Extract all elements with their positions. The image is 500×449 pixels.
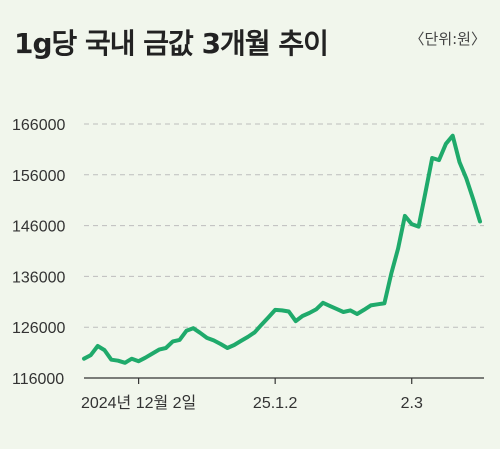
- x-tick-label: 2.3: [401, 395, 423, 412]
- data-point: [266, 316, 270, 320]
- data-point: [444, 142, 448, 146]
- data-point: [280, 308, 284, 312]
- data-point: [437, 158, 441, 162]
- data-point: [348, 308, 352, 312]
- data-point: [102, 348, 106, 352]
- data-point: [232, 343, 236, 347]
- data-point: [191, 326, 195, 330]
- grid-lines: [84, 123, 484, 328]
- data-point: [171, 339, 175, 343]
- data-point: [157, 348, 161, 352]
- data-point: [212, 338, 216, 342]
- data-point: [341, 310, 345, 314]
- data-point: [376, 302, 380, 306]
- y-tick-label: 116000: [12, 371, 64, 388]
- data-point: [82, 357, 86, 361]
- data-point: [260, 323, 264, 327]
- x-tick-label: 25.1.2: [253, 395, 298, 412]
- data-point: [150, 352, 154, 356]
- data-point: [335, 307, 339, 311]
- data-point: [478, 220, 482, 224]
- data-point: [423, 191, 427, 195]
- data-point: [184, 329, 188, 333]
- data-point: [89, 353, 93, 357]
- data-point: [300, 314, 304, 318]
- y-tick-label: 156000: [12, 168, 65, 185]
- data-point: [294, 319, 298, 323]
- y-axis-tick-labels: 116000 126000 136000 146000 156000 166000: [12, 117, 65, 388]
- data-point: [219, 342, 223, 346]
- data-point: [451, 134, 455, 138]
- data-point: [143, 356, 147, 360]
- data-point: [123, 361, 127, 365]
- data-point: [253, 330, 257, 334]
- chart-title: 1g당 국내 금값 3개월 추이: [14, 27, 329, 60]
- data-point: [403, 214, 407, 218]
- x-tick-label: 2024년 12월 2일: [81, 394, 196, 412]
- data-point: [430, 156, 434, 160]
- data-point: [355, 312, 359, 316]
- data-point: [130, 357, 134, 361]
- data-point: [246, 335, 250, 339]
- data-point: [96, 344, 100, 348]
- data-point: [417, 225, 421, 229]
- unit-label: 〈단위:원〉: [409, 30, 486, 48]
- data-point: [471, 197, 475, 201]
- data-point: [273, 308, 277, 312]
- data-point: [396, 246, 400, 250]
- data-point: [321, 301, 325, 305]
- data-point: [198, 331, 202, 335]
- data-point: [389, 272, 393, 276]
- data-point: [137, 359, 141, 363]
- y-tick-label: 146000: [12, 219, 65, 236]
- series-line: [82, 133, 482, 365]
- data-point: [307, 311, 311, 315]
- data-point: [362, 308, 366, 312]
- data-point: [109, 358, 113, 362]
- data-point: [178, 338, 182, 342]
- series-layer: [82, 133, 482, 365]
- data-point: [164, 346, 168, 350]
- data-point: [225, 346, 229, 350]
- data-point: [458, 160, 462, 164]
- y-tick-label: 126000: [12, 320, 65, 337]
- data-point: [205, 336, 209, 340]
- data-point: [287, 309, 291, 313]
- x-axis-ticks: 2024년 12월 2일 25.1.2 2.3: [81, 378, 423, 412]
- data-point: [369, 303, 373, 307]
- data-point: [328, 304, 332, 308]
- data-point: [410, 222, 414, 226]
- data-point: [382, 301, 386, 305]
- data-point: [314, 307, 318, 311]
- y-tick-label: 136000: [12, 269, 65, 286]
- data-point: [464, 176, 468, 180]
- y-tick-label: 166000: [12, 117, 65, 134]
- data-point: [116, 359, 120, 363]
- data-point: [239, 339, 243, 343]
